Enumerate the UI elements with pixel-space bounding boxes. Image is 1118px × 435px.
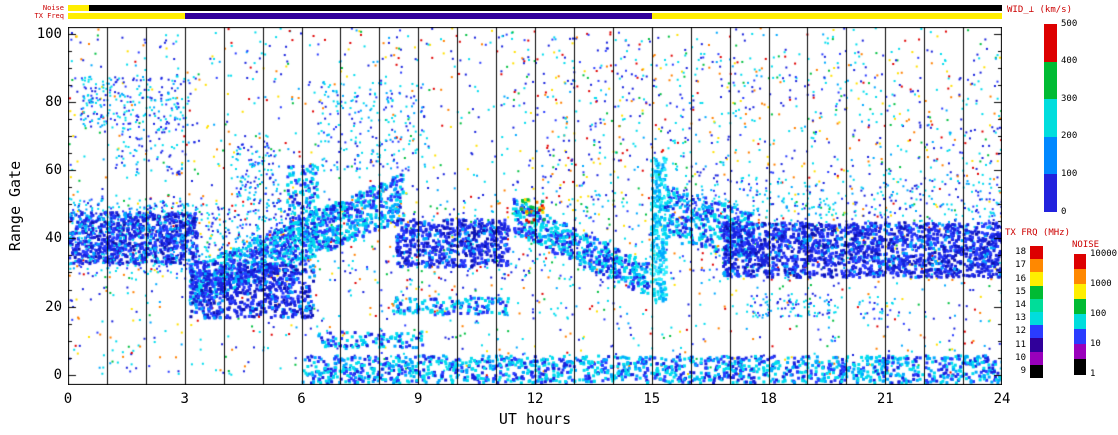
x-tick-label: 6 — [297, 391, 306, 407]
strip-segment — [68, 5, 90, 11]
colorbar-label: 10 — [1090, 338, 1101, 349]
colorbar-label: 300 — [1061, 93, 1078, 104]
noise-colorbar-title: NOISE — [1072, 240, 1100, 250]
y-tick-label: 0 — [53, 366, 62, 383]
colorbar-segment — [1030, 246, 1043, 260]
colorbar-label: 14 — [1015, 299, 1026, 310]
colorbar-segment — [1074, 359, 1086, 375]
colorbar-segment — [1074, 269, 1086, 285]
y-tick-label: 80 — [45, 94, 62, 110]
strip-segment — [89, 5, 1002, 11]
x-tick-label: 0 — [63, 391, 73, 407]
txfreq-strip-label: TX Freq — [34, 12, 64, 20]
x-tick-label: 12 — [526, 391, 544, 407]
colorbar-segment — [1030, 272, 1043, 287]
colorbar-label: 15 — [1015, 286, 1026, 297]
colorbar-segment — [1030, 364, 1043, 379]
colorbar-label: 9 — [1020, 365, 1026, 376]
wid-colorbar: 500 400 300 200 100 0 — [1044, 19, 1077, 216]
colorbar-segment — [1044, 136, 1057, 175]
colorbar-label: 100 — [1090, 308, 1107, 319]
y-tick-label: 40 — [45, 230, 62, 247]
noise-colorbar: 10000 1000 100 10 1 — [1074, 249, 1117, 378]
colorbar-segment — [1044, 24, 1057, 63]
colorbar-label: 18 — [1015, 247, 1026, 258]
colorbar-segment — [1044, 61, 1057, 100]
txfrq-colorbar: 18 17 16 15 14 13 12 11 10 9 — [1015, 246, 1043, 379]
noise-status-strip — [68, 5, 1002, 11]
colorbar-segment — [1074, 329, 1086, 345]
colorbar-segment — [1074, 254, 1086, 270]
txfreq-status-strip — [68, 13, 1002, 19]
colorbar-segment — [1074, 314, 1086, 330]
colorbar-segment — [1030, 298, 1043, 313]
x-tick-label: 21 — [876, 391, 894, 407]
colorbar-segment — [1030, 285, 1043, 300]
colorbar-label: 500 — [1061, 18, 1078, 29]
colorbar-label: 11 — [1015, 339, 1026, 350]
colorbar-segment — [1030, 259, 1043, 273]
strip-segment — [651, 13, 1002, 19]
heatmap-canvas — [68, 27, 1002, 385]
colorbar-label: 10000 — [1090, 248, 1118, 259]
colorbar-segment — [1030, 325, 1043, 339]
x-tick-label: 9 — [414, 391, 423, 407]
x-axis-title: UT hours — [498, 410, 572, 428]
y-tick-label: 100 — [36, 25, 62, 42]
y-tick-label: 20 — [45, 298, 62, 315]
x-tick-label: 24 — [993, 391, 1011, 407]
colorbar-segment — [1074, 284, 1086, 300]
colorbar-label: 16 — [1015, 273, 1026, 284]
colorbar-segment — [1044, 174, 1057, 213]
colorbar-label: 0 — [1061, 206, 1067, 217]
colorbar-segment — [1074, 344, 1086, 360]
x-tick-label: 15 — [643, 391, 661, 407]
colorbar-label: 1000 — [1090, 278, 1112, 289]
colorbar-segment — [1030, 312, 1043, 326]
colorbar-segment — [1030, 338, 1043, 353]
strip-segment — [184, 13, 652, 19]
colorbar-label: 13 — [1015, 313, 1026, 324]
txfrq-colorbar-title: TX FRQ (MHz) — [1005, 228, 1071, 238]
colorbar-segment — [1074, 299, 1086, 315]
colorbar-label: 12 — [1015, 326, 1026, 337]
colorbar-label: 17 — [1015, 260, 1026, 271]
strip-segment — [68, 13, 185, 19]
wid-colorbar-title: WID_⊥ (km/s) — [1007, 5, 1073, 15]
noise-strip-label: Noise — [42, 4, 64, 12]
y-axis-title: Range Gate — [6, 160, 24, 252]
colorbar-label: 400 — [1061, 56, 1078, 67]
colorbar-label: 1 — [1090, 368, 1096, 379]
colorbar-label: 100 — [1061, 168, 1078, 179]
colorbar-segment — [1030, 351, 1043, 366]
x-tick-label: 18 — [760, 391, 777, 407]
colorbar-label: 200 — [1061, 131, 1078, 142]
y-tick-label: 60 — [45, 162, 62, 179]
x-tick-label: 3 — [180, 391, 189, 407]
colorbar-label: 10 — [1015, 352, 1026, 363]
colorbar-segment — [1044, 99, 1057, 138]
